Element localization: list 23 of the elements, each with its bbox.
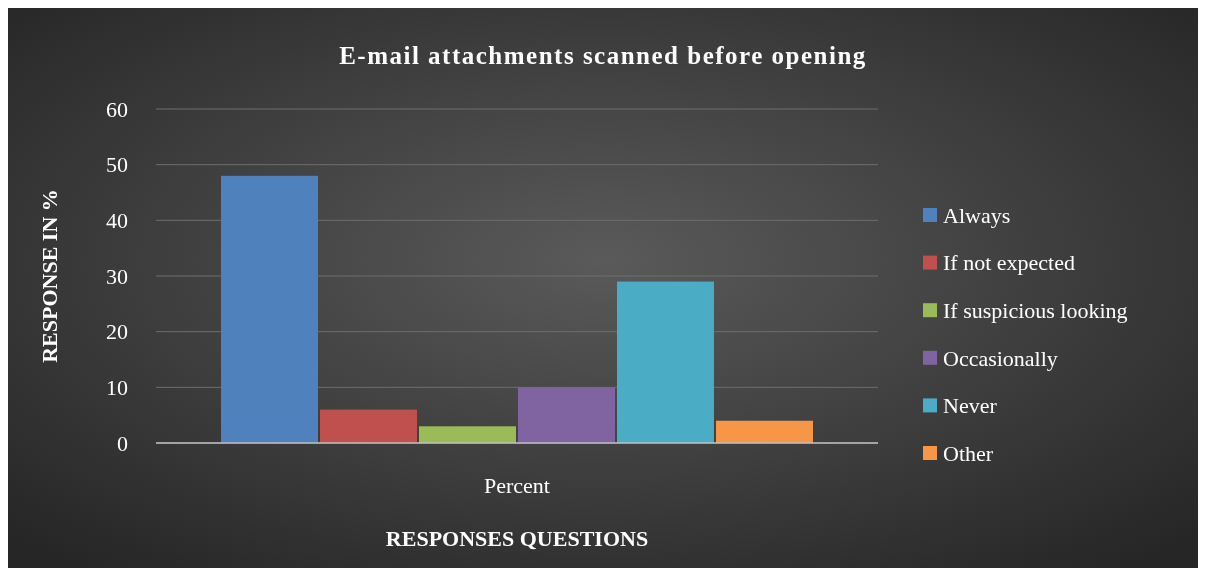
legend-label: Never	[943, 393, 998, 419]
y-tick-label: 0	[117, 430, 128, 456]
y-tick-label: 10	[106, 375, 128, 401]
bar	[320, 409, 418, 443]
legend-label: Other	[943, 440, 994, 466]
legend-label: If suspicious looking	[943, 297, 1128, 323]
bar	[419, 426, 516, 443]
bar	[617, 281, 714, 443]
y-tick-label: 50	[106, 152, 128, 178]
bar	[518, 387, 615, 443]
bar	[221, 175, 319, 443]
x-tick-label: Percent	[484, 473, 550, 498]
legend-label: If not expected	[943, 250, 1075, 276]
y-tick-label: 60	[106, 96, 128, 122]
legend-label: Always	[943, 202, 1011, 228]
y-tick-label: 30	[106, 263, 128, 289]
y-tick-label: 20	[106, 319, 128, 345]
y-tick-label: 40	[106, 208, 128, 234]
y-axis-title: RESPONSE IN %	[36, 189, 62, 363]
bar	[715, 420, 813, 443]
chart-title: E-mail attachments scanned before opening	[339, 42, 867, 69]
x-axis-title: RESPONSES QUESTIONS	[385, 526, 649, 551]
legend-label: Occasionally	[943, 345, 1058, 371]
